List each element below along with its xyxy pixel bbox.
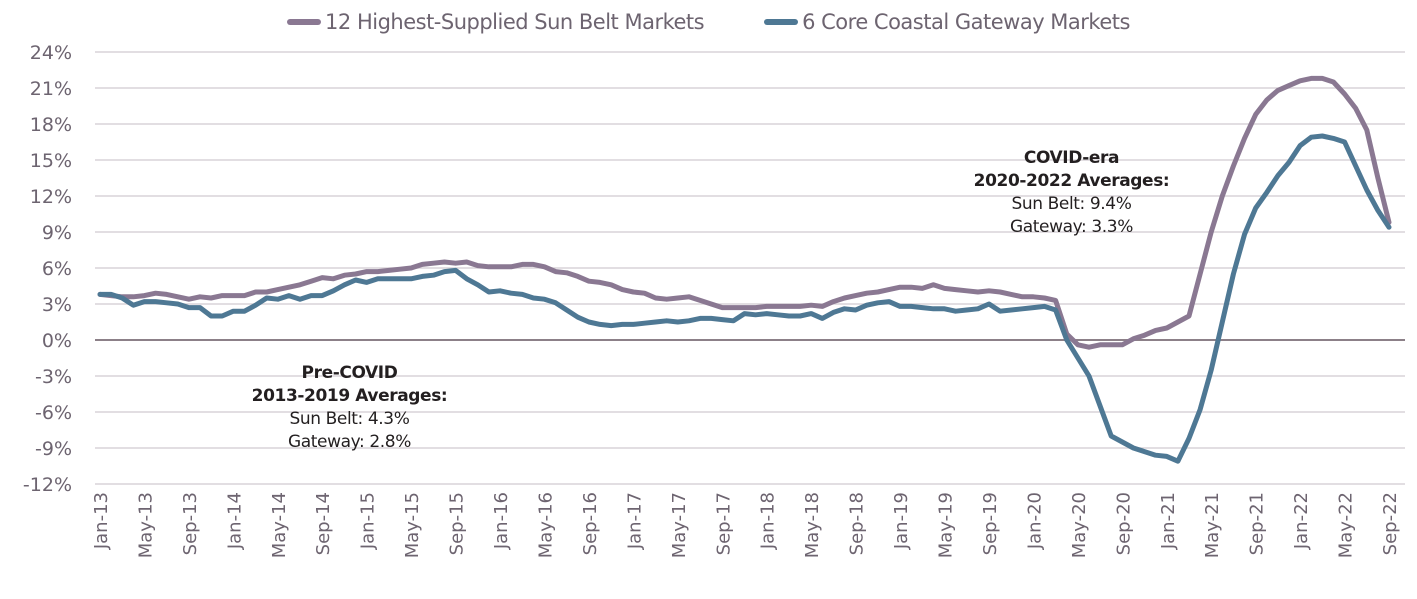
x-tick-label: Jan-13	[91, 492, 112, 550]
x-tick-label: Sep-16	[580, 492, 601, 555]
series-line-sun-belt	[97, 75, 1392, 350]
x-tick-label: Jan-15	[358, 492, 379, 550]
annotation-pre-covid: Pre-COVID 2013-2019 Averages: Sun Belt: …	[222, 362, 477, 454]
x-tick-label: Sep-13	[180, 492, 201, 555]
x-tick-label: Sep-15	[447, 492, 468, 555]
y-tick-label: -12%	[23, 474, 72, 496]
x-tick-label: May-16	[535, 492, 556, 558]
legend-label-sun-belt: 12 Highest-Supplied Sun Belt Markets	[325, 10, 705, 34]
x-tick-label: Jan-22	[1291, 492, 1312, 550]
y-tick-label: 12%	[30, 186, 72, 208]
x-tick-label: Jan-20	[1024, 492, 1045, 550]
y-tick-label: 6%	[42, 258, 72, 280]
x-tick-label: Sep-22	[1380, 492, 1401, 555]
annotation-covid-era-subtitle: 2020-2022 Averages:	[973, 171, 1170, 191]
x-tick-label: Jan-18	[758, 492, 779, 550]
gridlines	[95, 51, 1405, 485]
x-tick-label: Sep-18	[847, 492, 868, 555]
y-axis-ticks: 24% 21% 18% 15% 12% 9% 6% 3% 0% -3% -6% -9% -12%	[23, 42, 72, 496]
x-tick-label: May-20	[1069, 492, 1090, 558]
x-tick-label: Jan-21	[1158, 492, 1179, 550]
annotation-pre-covid-subtitle: 2013-2019 Averages:	[251, 386, 448, 406]
x-tick-label: May-13	[135, 492, 156, 558]
x-tick-label: May-19	[936, 492, 957, 558]
legend: 12 Highest-Supplied Sun Belt Markets 6 C…	[0, 10, 1417, 34]
series-line-gateway	[97, 133, 1392, 464]
y-tick-label: -6%	[35, 402, 72, 424]
x-tick-label: Sep-14	[313, 492, 334, 555]
annotation-pre-covid-gateway: Gateway: 2.8%	[288, 432, 411, 452]
annotation-covid-era: COVID-era 2020-2022 Averages: Sun Belt: …	[944, 147, 1199, 239]
y-tick-label: 3%	[42, 294, 72, 316]
legend-swatch-gateway	[764, 19, 799, 25]
x-tick-label: May-22	[1336, 492, 1357, 558]
y-tick-label: 0%	[42, 330, 72, 352]
y-tick-label: -9%	[35, 438, 72, 460]
x-tick-label: Sep-19	[980, 492, 1001, 555]
x-tick-label: Sep-17	[713, 492, 734, 555]
x-tick-label: May-21	[1202, 492, 1223, 558]
x-tick-label: Sep-20	[1113, 492, 1134, 555]
y-tick-label: 9%	[42, 222, 72, 244]
x-tick-label: May-17	[669, 492, 690, 558]
x-tick-label: Jan-19	[891, 492, 912, 550]
annotation-covid-era-sunbelt: Sun Belt: 9.4%	[1011, 194, 1132, 214]
annotation-pre-covid-sunbelt: Sun Belt: 4.3%	[289, 409, 410, 429]
series-lines	[97, 75, 1392, 464]
y-tick-label: 21%	[30, 78, 72, 100]
y-tick-label: -3%	[35, 366, 72, 388]
x-axis-ticks: Jan-13 May-13 Sep-13 Jan-14 May-14 Sep-14 Jan-…	[91, 492, 1401, 558]
legend-swatch-sun-belt	[287, 19, 322, 25]
y-tick-label: 18%	[30, 114, 72, 136]
x-tick-label: Jan-16	[491, 492, 512, 550]
y-tick-label: 24%	[30, 42, 72, 64]
y-tick-label: 15%	[30, 150, 72, 172]
x-tick-label: May-18	[802, 492, 823, 558]
x-tick-label: May-15	[402, 492, 423, 558]
legend-label-gateway: 6 Core Coastal Gateway Markets	[802, 10, 1130, 34]
annotation-covid-era-gateway: Gateway: 3.3%	[1010, 217, 1133, 237]
annotation-pre-covid-title: Pre-COVID	[301, 363, 398, 383]
legend-item-gateway: 6 Core Coastal Gateway Markets	[764, 10, 1130, 34]
x-tick-label: Jan-17	[624, 492, 645, 550]
x-tick-label: Sep-21	[1247, 492, 1268, 555]
annotation-covid-era-title: COVID-era	[1023, 148, 1120, 168]
x-tick-label: May-14	[269, 492, 290, 558]
legend-item-sun-belt: 12 Highest-Supplied Sun Belt Markets	[287, 10, 705, 34]
x-tick-label: Jan-14	[224, 492, 245, 550]
